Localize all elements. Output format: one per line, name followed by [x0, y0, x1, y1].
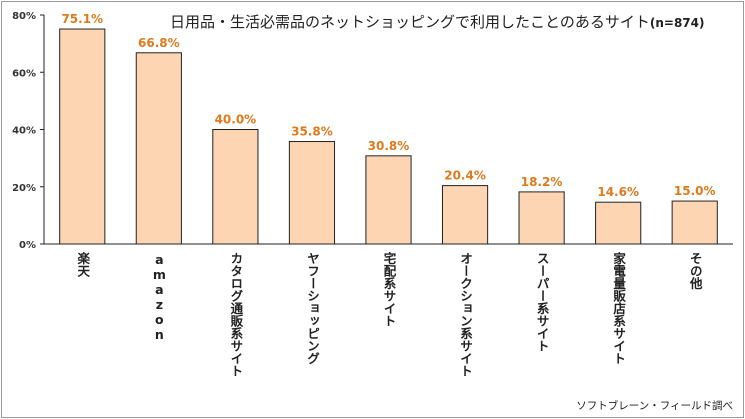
bar-value-label: 14.6%: [597, 185, 639, 199]
bar: [671, 200, 718, 245]
category-label: スーパー系サイト: [534, 252, 550, 352]
y-tick-label: 60%: [12, 68, 36, 79]
bar: [518, 191, 565, 245]
y-tick-label: 0%: [19, 240, 36, 251]
category-label: amazon: [151, 252, 167, 342]
category-label: カタログ通販系サイト: [228, 252, 244, 377]
bar-value-label: 40.0%: [215, 113, 257, 127]
bar-value-label: 15.0%: [674, 184, 716, 198]
category-label: 家電量販店系サイト: [611, 252, 627, 365]
bar-value-label: 35.8%: [291, 125, 333, 139]
value-labels: 75.1% 66.8% 40.0% 35.8% 30.8% 20.4% 18.2% 14.6%…: [61, 12, 715, 199]
bar: [212, 129, 259, 245]
category-label: その他: [687, 252, 703, 290]
chart-title: 日用品・生活必需品のネットショッピングで利用したことのあるサイト(n=874): [170, 13, 705, 31]
bar-value-label: 20.4%: [444, 169, 486, 183]
y-tick-label: 40%: [12, 126, 36, 137]
bar-value-label: 30.8%: [368, 139, 410, 153]
bar: [441, 185, 489, 245]
bar: [59, 28, 106, 245]
category-label: ヤフーショッピング: [304, 252, 320, 365]
bar-value-label: 75.1%: [61, 12, 103, 26]
bars: [59, 28, 718, 245]
source-credit: ソフトブレーン・フィールド調べ: [576, 400, 733, 412]
bar-value-label: 18.2%: [521, 175, 563, 189]
y-tick-label: 20%: [12, 183, 36, 194]
bar-value-label: 66.8%: [138, 36, 180, 50]
sample-size: (n=874): [649, 16, 705, 30]
bar: [288, 141, 336, 245]
category-label: 楽天: [75, 252, 91, 277]
category-label: オークション系サイト: [458, 252, 474, 377]
category-label: 宅配系サイト: [381, 252, 397, 327]
bar: [365, 155, 412, 245]
bar: [135, 52, 182, 245]
y-tick-label: 80%: [12, 11, 36, 22]
y-ticks: 0% 20% 40% 60% 80%: [12, 11, 44, 251]
bar: [595, 201, 642, 245]
